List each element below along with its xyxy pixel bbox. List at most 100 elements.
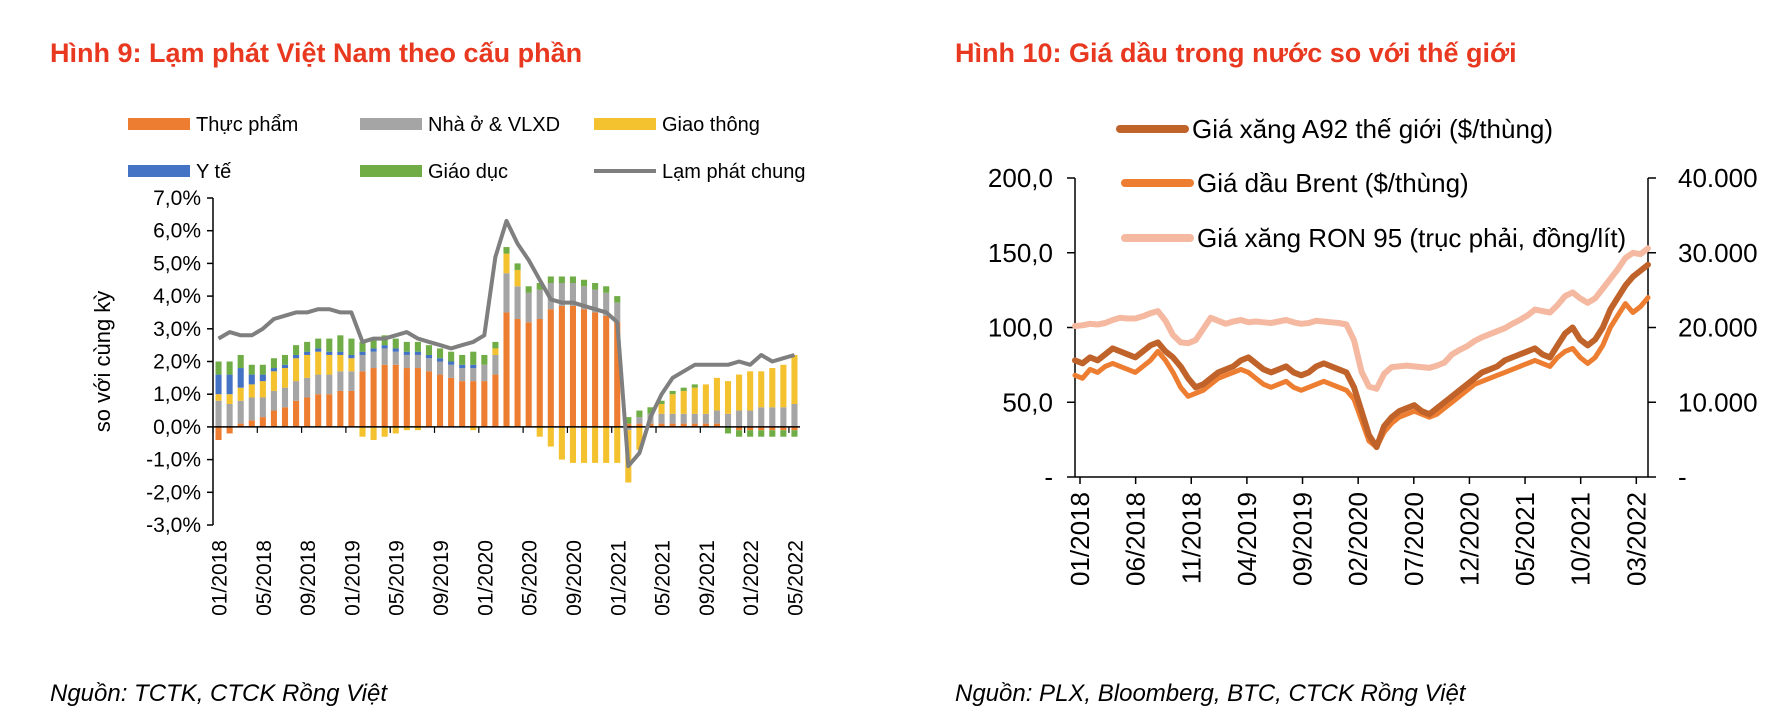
bar-segment [569,283,576,306]
bar-segment [525,286,532,293]
bar-segment [592,283,599,290]
bar-segment [658,423,665,427]
bar-segment [414,426,421,431]
bar-segment [215,400,222,427]
bar-segment [669,413,676,424]
bar-segment [680,387,687,391]
bar-segment [237,423,244,427]
bar-segment [304,341,311,352]
bar-segment [315,338,322,349]
bar-segment [791,426,798,431]
bar-segment [536,283,543,290]
bar-segment [392,348,399,352]
left-y-tick-label: - [1044,462,1053,492]
bar-segment [614,322,621,427]
x-tick-label: 01/2022 [740,540,763,616]
bar-segment [614,426,621,463]
x-tick-label: 05/2019 [386,540,409,616]
bar-segment [724,426,732,434]
bar-segment [724,413,732,427]
bar-segment [459,364,466,369]
bar-segment [337,335,344,352]
bar-segment [226,361,233,375]
legend-label: Y tế [196,161,231,183]
bar-segment [248,384,255,398]
bar-segment [669,423,676,427]
legend-label: Giáo dục [428,161,508,183]
right-y-tick-label: 10.000 [1678,387,1758,417]
bar-segment [304,377,311,398]
x-tick-label: 01/2018 [1065,492,1095,586]
x-tick-label: 05/2020 [519,540,542,616]
bar-segment [791,354,798,405]
left-y-tick-label: 100,0 [988,313,1053,343]
y-tick-label: 3,0% [153,318,201,341]
bar-segment [680,423,687,427]
series-line [1072,261,1651,451]
bar-segment [580,426,588,463]
bar-segment [713,377,720,411]
bar-segment [359,351,366,355]
bar-segment [536,426,543,437]
bar-segment [337,390,344,427]
bar-segment [226,426,233,434]
x-tick-label: 05/2018 [253,540,276,616]
bar-segment [425,354,433,359]
bar-segment [791,430,798,437]
bar-segment [691,413,698,424]
bar-segment [580,279,588,287]
bar-segment [425,358,433,372]
bar-segment [403,354,410,369]
bar-segment [414,341,421,352]
y-tick-label: 0,0% [153,416,201,439]
bar-segment [315,394,322,427]
bar-segment [237,387,244,401]
bar-segment [758,407,765,427]
x-tick-label: 07/2020 [1399,492,1429,586]
bar-segment [603,292,610,316]
bar-segment [592,312,599,427]
bar-segment [403,426,410,431]
bar-segment [381,345,388,349]
figure-9-source: Nguồn: TCTK, CTCK Rồng Việt [50,680,388,707]
bar-segment [281,407,289,427]
bar-segment [736,430,743,437]
bar-segment [592,426,599,463]
bar-segment [359,371,366,427]
bar-segment [326,351,333,355]
bar-segment [769,407,776,427]
x-tick-label: 10/2021 [1566,492,1596,586]
bar-segment [281,387,289,408]
bar-segment [270,358,277,369]
bar-segment [259,417,266,427]
bar-segment [326,394,333,427]
bar-segment [459,354,466,365]
inflation-line [217,218,796,469]
bar-segment [259,381,266,398]
x-tick-label: 01/2021 [607,540,630,616]
bar-segment [636,410,643,418]
bar-segment [547,276,554,284]
bar-segment [558,276,565,284]
bar-segment [270,410,277,427]
bar-segment [248,374,255,385]
bar-segment [226,394,233,405]
x-tick-label: 02/2020 [1343,492,1373,586]
bar-segment [680,390,687,414]
bar-segment [370,351,377,369]
bar-segment [293,381,300,401]
bar-segment [691,387,698,414]
bar-segment [525,322,532,427]
y-tick-label: 2,0% [153,351,201,374]
right-y-tick-label: 30.000 [1678,238,1758,268]
left-y-tick-label: 150,0 [988,238,1053,268]
legend-swatch [128,165,190,177]
bar-segment [370,426,377,440]
bar-segment [470,351,477,365]
x-tick-label: 01/2018 [209,540,232,616]
legend-label: Giá xăng RON 95 (trục phải, đồng/lít) [1197,223,1626,253]
bar-segment [769,368,776,408]
bar-segment [381,426,388,437]
bar-segment [337,351,344,355]
bar-segment [758,426,765,431]
